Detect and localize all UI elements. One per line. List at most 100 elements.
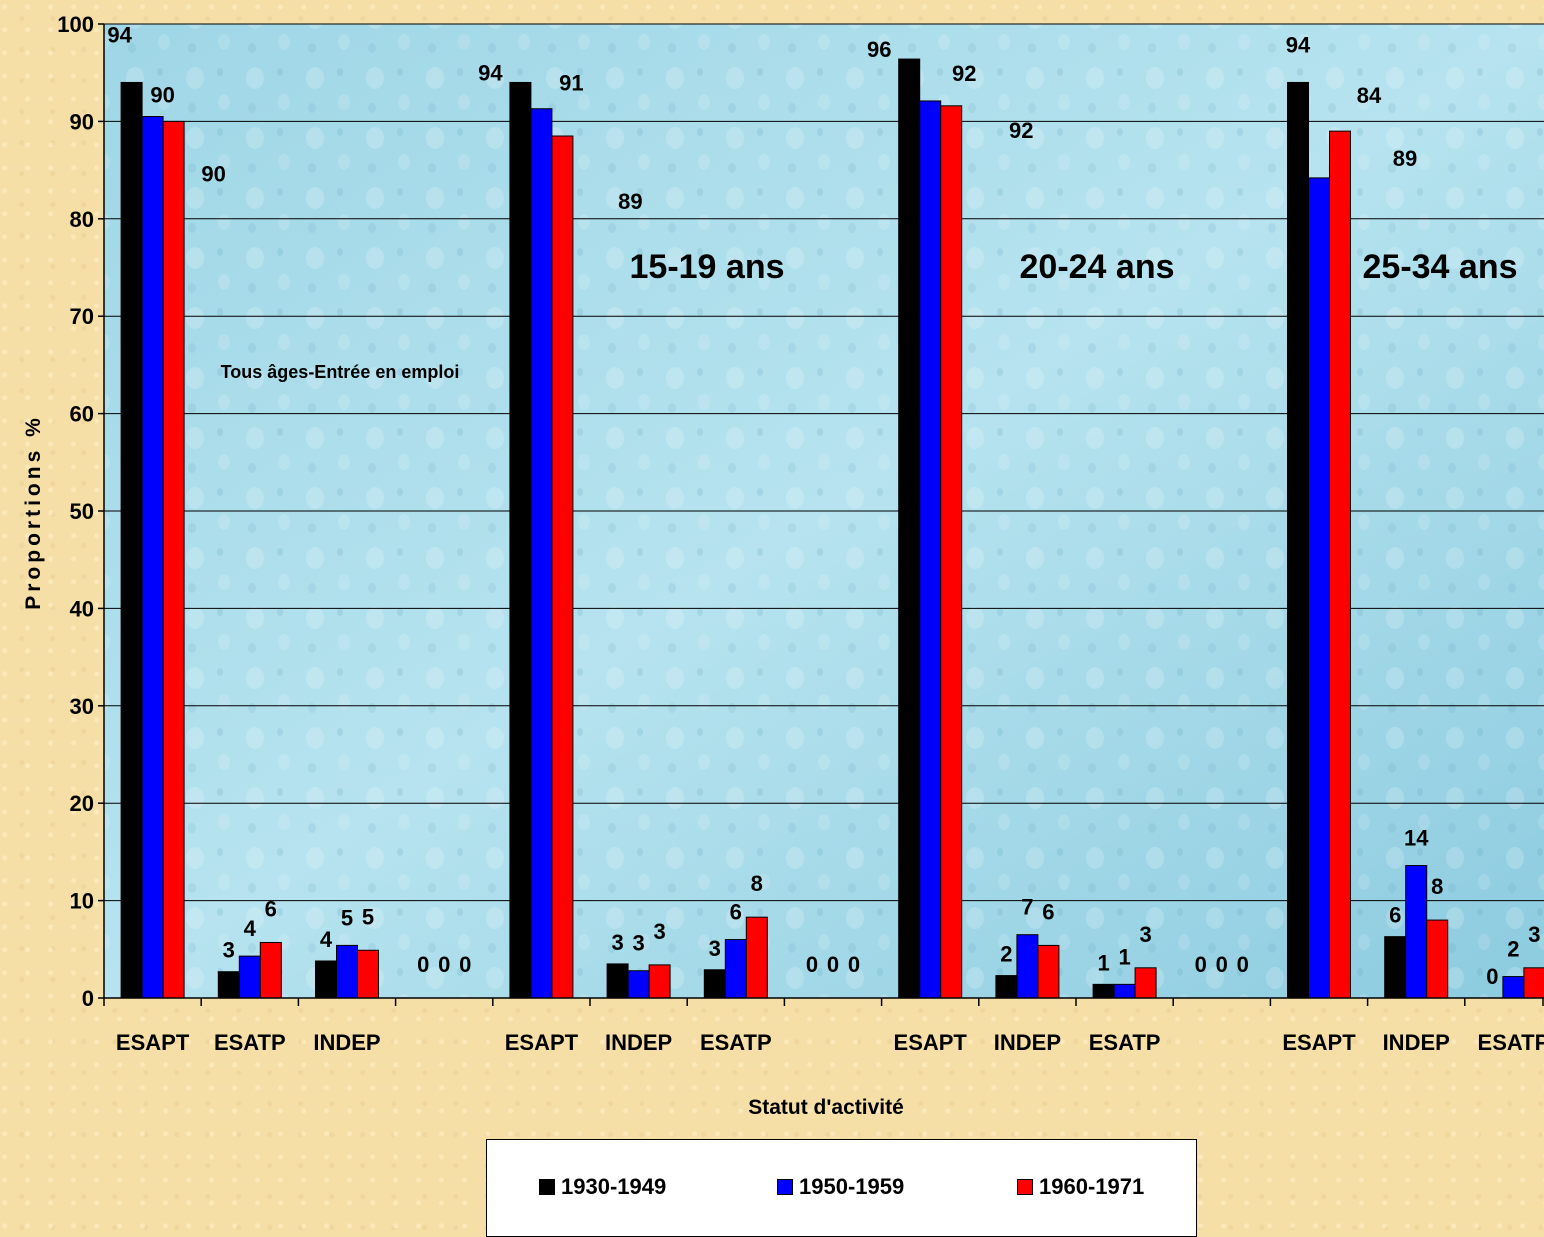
bar	[606, 963, 629, 999]
y-tick-label: 90	[70, 109, 94, 134]
legend-item-series-2: 1950-1959	[777, 1174, 904, 1200]
data-label: 89	[618, 189, 642, 214]
data-label: 0	[1195, 952, 1207, 977]
data-label: 0	[827, 952, 839, 977]
data-label: 6	[1389, 903, 1401, 928]
data-label: 6	[265, 896, 277, 921]
y-tick-label: 0	[82, 986, 94, 1011]
bar	[995, 975, 1018, 999]
data-label: 3	[1528, 922, 1540, 947]
data-label: 3	[223, 938, 235, 963]
data-label: 1	[1118, 944, 1130, 969]
bar	[120, 81, 143, 999]
x-category-label: ESAPT	[1282, 1030, 1356, 1055]
x-category-label: ESAPT	[116, 1030, 190, 1055]
bar	[238, 955, 261, 999]
y-axis-title: Proportions %	[22, 414, 45, 610]
data-label: 90	[201, 161, 225, 186]
x-category-label: INDEP	[994, 1030, 1061, 1055]
bar	[919, 100, 942, 999]
bar	[627, 970, 650, 999]
legend-swatch-black	[539, 1179, 555, 1195]
bar	[940, 105, 963, 999]
y-tick-label: 20	[70, 791, 94, 816]
data-label: 94	[478, 60, 503, 85]
bar	[530, 108, 553, 999]
data-label: 0	[848, 952, 860, 977]
legend-label: 1930-1949	[561, 1174, 667, 1199]
data-label: 8	[1431, 874, 1443, 899]
x-category-label: ESATP	[1089, 1030, 1161, 1055]
data-label: 94	[107, 22, 132, 47]
data-label: 7	[1021, 895, 1033, 920]
x-category-label: INDEP	[1383, 1030, 1450, 1055]
bar	[336, 944, 358, 999]
bar	[162, 120, 185, 999]
panel-title: 20-24 ans	[1020, 248, 1175, 286]
legend-item-series-3: 1960-1971	[1017, 1174, 1144, 1200]
data-label: 96	[867, 37, 891, 62]
y-tick-label: 40	[70, 596, 94, 621]
x-category-label: INDEP	[605, 1030, 672, 1055]
x-category-label: ESAPT	[505, 1030, 579, 1055]
x-axis-title: Statut d'activité	[748, 1096, 904, 1119]
data-label: 1	[1097, 950, 1109, 975]
data-label: 0	[1216, 952, 1228, 977]
data-label: 91	[559, 71, 583, 96]
data-label: 0	[1237, 952, 1249, 977]
data-label: 14	[1404, 826, 1429, 851]
data-label: 0	[806, 952, 818, 977]
bar	[1092, 983, 1115, 999]
bar	[1113, 983, 1136, 999]
panel-note: Tous âges-Entrée en emploi	[221, 362, 460, 382]
legend-item-series-1: 1930-1949	[539, 1174, 666, 1200]
bar	[648, 964, 671, 999]
bar	[1384, 936, 1407, 999]
data-label: 3	[611, 930, 623, 955]
data-label: 94	[1286, 32, 1311, 57]
data-label: 0	[459, 952, 471, 977]
y-tick-label: 10	[70, 889, 94, 914]
data-label: 0	[1486, 964, 1498, 989]
data-label: 3	[1139, 922, 1151, 947]
data-label: 0	[438, 952, 450, 977]
bar	[724, 939, 747, 999]
bar	[357, 949, 379, 999]
bar	[551, 135, 574, 999]
bar	[1502, 976, 1525, 999]
bar	[1287, 81, 1309, 999]
bar	[1016, 934, 1039, 999]
bar	[1329, 130, 1351, 999]
bar	[1426, 919, 1449, 999]
data-label: 92	[1009, 118, 1033, 143]
panel-title: 25-34 ans	[1363, 248, 1518, 286]
bar	[745, 916, 768, 999]
panel-title: 15-19 ans	[630, 248, 785, 286]
bar	[1037, 944, 1060, 999]
bar	[1405, 865, 1428, 999]
data-label: 3	[632, 931, 644, 956]
y-tick-label: 30	[70, 694, 94, 719]
y-tick-label: 70	[70, 304, 94, 329]
x-category-label: ESATP	[1478, 1030, 1544, 1055]
legend-label: 1950-1959	[799, 1174, 905, 1199]
data-label: 0	[417, 952, 429, 977]
data-label: 6	[1042, 899, 1054, 924]
bar	[703, 969, 726, 999]
data-label: 5	[362, 904, 374, 929]
x-category-label: ESATP	[214, 1030, 286, 1055]
data-label: 8	[751, 871, 763, 896]
data-label: 90	[150, 83, 174, 108]
data-label: 4	[320, 927, 333, 952]
bar	[217, 971, 240, 999]
data-label: 4	[244, 916, 257, 941]
data-label: 89	[1393, 146, 1417, 171]
data-label: 92	[952, 61, 976, 86]
data-label: 3	[709, 936, 721, 961]
bar	[1134, 967, 1157, 999]
legend-label: 1960-1971	[1039, 1174, 1145, 1199]
bar	[315, 960, 337, 999]
data-label: 6	[730, 900, 742, 925]
